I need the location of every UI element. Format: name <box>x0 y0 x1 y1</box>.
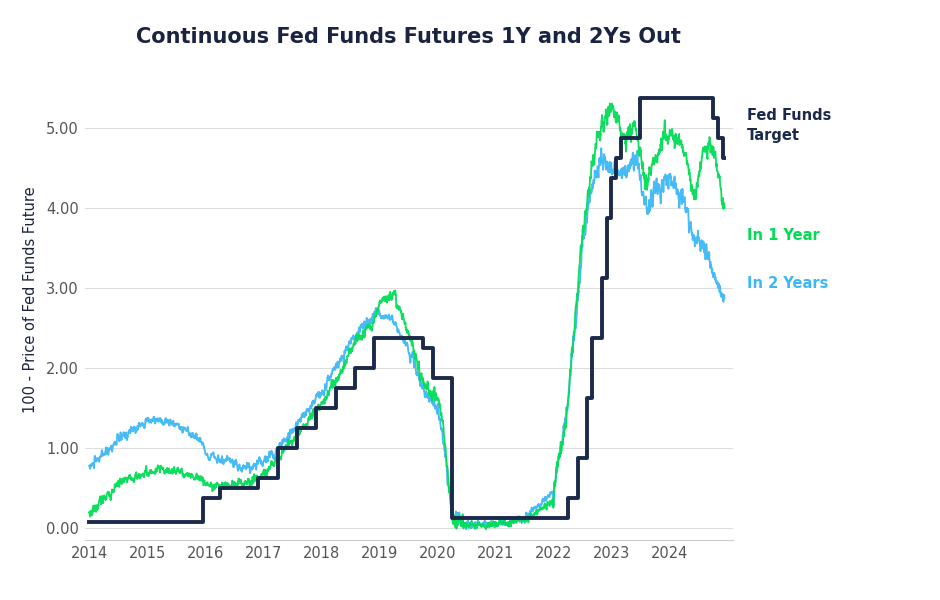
Text: In 2 Years: In 2 Years <box>747 276 829 291</box>
Text: In 1 Year: In 1 Year <box>747 228 820 243</box>
Title: Continuous Fed Funds Futures 1Y and 2Ys Out: Continuous Fed Funds Futures 1Y and 2Ys … <box>136 28 681 47</box>
Y-axis label: 100 - Price of Fed Funds Future: 100 - Price of Fed Funds Future <box>23 187 38 413</box>
Text: Fed Funds
Target: Fed Funds Target <box>747 108 832 143</box>
